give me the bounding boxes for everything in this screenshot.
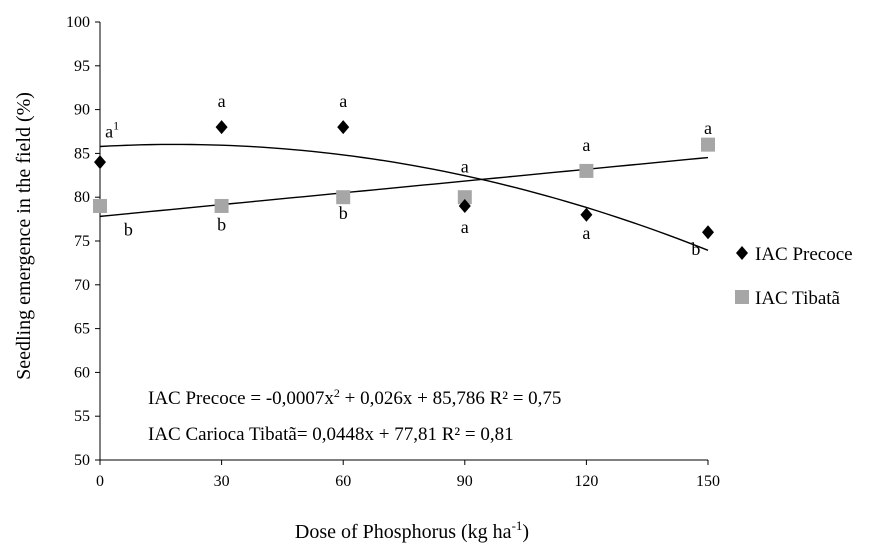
- data-point-precoce: [94, 155, 106, 170]
- significance-label: b: [124, 220, 133, 240]
- significance-label: b: [217, 214, 226, 234]
- y-tick-label: 80: [74, 189, 90, 206]
- significance-label: a: [218, 91, 226, 111]
- legend-square-marker: [735, 290, 749, 304]
- equation-tibata: IAC Carioca Tibatã= 0,0448x + 77,81 R² =…: [148, 424, 514, 445]
- y-tick-label: 60: [74, 364, 90, 381]
- x-tick-label: 120: [574, 473, 598, 490]
- equations: IAC Precoce = -0,0007x2 + 0,026x + 85,78…: [148, 386, 561, 445]
- y-tick-label: 95: [74, 58, 90, 75]
- data-point-tibata: [701, 137, 715, 152]
- data-point-precoce: [458, 198, 471, 213]
- significance-label: a1: [105, 119, 119, 142]
- data-point-precoce: [580, 207, 593, 222]
- x-tick-label: 60: [335, 473, 351, 490]
- y-tick-label: 50: [74, 452, 90, 469]
- data-point-tibata: [93, 198, 107, 213]
- data-point-precoce: [215, 120, 228, 135]
- significance-labels: a1 a a a a a b b b a a b: [105, 91, 712, 259]
- y-tick-label: 65: [74, 321, 90, 338]
- y-tick-label: 75: [74, 233, 90, 250]
- trend-lines: [99, 143, 709, 251]
- trend-line-precoce: [99, 143, 709, 251]
- data-point-tibata: [457, 190, 472, 205]
- axes: 50 55 60 65 70 75 80 85 90 95 100 0 30 60 90 120 150: [66, 14, 720, 490]
- y-tick-label: 90: [74, 102, 90, 119]
- data-point-precoce: [702, 225, 714, 240]
- significance-label: a: [461, 157, 469, 177]
- significance-label: b: [691, 239, 700, 259]
- legend-diamond-marker: [736, 246, 748, 260]
- significance-label: a: [582, 223, 590, 243]
- data-point-tibata: [336, 190, 351, 205]
- x-tick-label: 90: [457, 473, 473, 490]
- significance-label: a: [339, 91, 347, 111]
- legend-item-tibata: IAC Tibatã: [735, 288, 841, 309]
- data-point-tibata: [579, 163, 594, 178]
- data-point-precoce: [337, 120, 350, 135]
- y-tick-label: 100: [66, 14, 90, 31]
- significance-label: b: [339, 203, 348, 223]
- x-axis-title: Dose of Phosphorus (kg ha-1): [295, 518, 529, 543]
- legend-label-precoce: IAC Precoce: [755, 244, 853, 265]
- equation-precoce: IAC Precoce = -0,0007x2 + 0,026x + 85,78…: [148, 386, 561, 409]
- significance-label: a: [461, 217, 469, 237]
- y-tick-label: 55: [74, 408, 90, 425]
- data-point-tibata: [214, 198, 229, 213]
- x-tick-label: 0: [96, 473, 104, 490]
- data-points: [93, 120, 715, 240]
- y-tick-label: 70: [74, 277, 90, 294]
- x-tick-label: 150: [696, 473, 720, 490]
- x-tick-label: 30: [214, 473, 230, 490]
- significance-label: a: [582, 135, 590, 155]
- y-axis-title: Seedling emergence in the field (%): [13, 92, 35, 380]
- legend: IAC Precoce IAC Tibatã: [735, 244, 853, 309]
- trend-line-tibata: [99, 156, 709, 218]
- significance-label: a: [704, 118, 712, 138]
- legend-item-precoce: IAC Precoce: [736, 244, 853, 265]
- legend-label-tibata: IAC Tibatã: [755, 288, 841, 309]
- y-tick-label: 85: [74, 145, 90, 162]
